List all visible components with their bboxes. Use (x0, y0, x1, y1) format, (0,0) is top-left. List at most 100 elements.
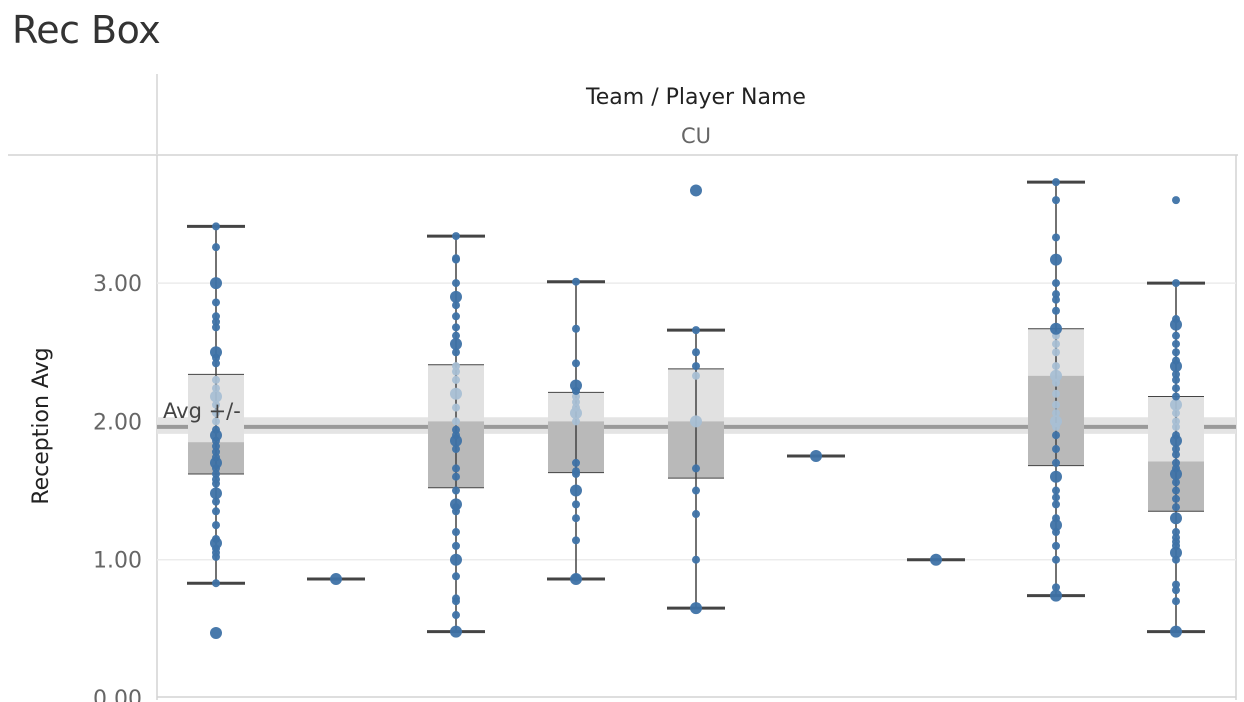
data-point (1052, 431, 1060, 440)
data-point (1052, 295, 1060, 304)
data-point (212, 243, 220, 252)
data-point (692, 464, 700, 473)
data-point (1172, 528, 1180, 537)
data-point (210, 487, 222, 500)
data-point (452, 254, 460, 263)
data-point (452, 375, 460, 384)
data-point (212, 400, 220, 409)
data-point (452, 464, 460, 473)
data-point (212, 507, 220, 516)
data-point (212, 409, 220, 418)
data-point (212, 312, 220, 321)
data-point (452, 403, 460, 412)
data-point (452, 611, 460, 620)
data-point (1052, 306, 1060, 315)
data-point (452, 431, 460, 440)
data-point (450, 290, 462, 303)
data-point (452, 425, 460, 434)
data-point (692, 371, 700, 380)
data-point (1052, 400, 1060, 409)
data-point (1172, 417, 1180, 426)
data-point (1172, 315, 1180, 324)
data-point (452, 594, 460, 603)
data-point (1172, 486, 1180, 495)
data-point (1172, 348, 1180, 357)
data-point (452, 362, 460, 371)
data-point (1052, 233, 1060, 242)
data-point (572, 417, 580, 426)
data-point (570, 484, 582, 497)
data-point (330, 573, 342, 586)
data-point (450, 387, 462, 400)
data-point (1052, 178, 1060, 187)
data-point (1172, 586, 1180, 595)
data-point (692, 326, 700, 335)
data-point (212, 317, 220, 326)
data-point (1052, 458, 1060, 467)
data-point (212, 425, 220, 434)
data-point (1052, 555, 1060, 564)
y-tick-label: 1.00 (93, 549, 142, 574)
header-column-label: CU (681, 124, 711, 148)
header-title: Team / Player Name (585, 85, 806, 110)
y-tick-label: 3.00 (93, 272, 142, 297)
data-point (1172, 597, 1180, 606)
data-point (572, 398, 580, 407)
data-point (692, 362, 700, 371)
data-point (452, 348, 460, 357)
data-point (212, 298, 220, 307)
data-point (810, 449, 822, 462)
data-point (452, 528, 460, 537)
data-point (212, 579, 220, 588)
data-point (1052, 196, 1060, 205)
data-point (1170, 546, 1182, 559)
data-point (212, 475, 220, 484)
data-point (572, 536, 580, 545)
data-point (572, 277, 580, 286)
data-point (450, 625, 462, 638)
data-point (452, 486, 460, 495)
data-point (572, 324, 580, 333)
boxes (187, 180, 1205, 634)
data-point (450, 498, 462, 511)
data-point (210, 626, 222, 639)
data-point (1172, 580, 1180, 589)
data-point (1052, 514, 1060, 523)
data-point (212, 469, 220, 478)
reference-line-label: Avg +/- (163, 399, 241, 423)
data-point (692, 555, 700, 564)
data-point (452, 331, 460, 340)
data-point (1050, 470, 1062, 483)
data-point (1172, 431, 1180, 440)
data-point (572, 458, 580, 467)
data-point (1052, 445, 1060, 454)
data-point (212, 323, 220, 332)
data-point (572, 359, 580, 368)
data-point (570, 379, 582, 392)
data-point (212, 521, 220, 530)
data-point (572, 403, 580, 412)
data-point (1172, 339, 1180, 348)
data-point (212, 375, 220, 384)
y-tick-label: 2.00 (93, 410, 142, 435)
data-point (1172, 458, 1180, 467)
data-point (1172, 450, 1180, 459)
data-point (212, 384, 220, 393)
data-point (1172, 331, 1180, 340)
data-point (572, 573, 580, 582)
data-point (452, 541, 460, 550)
data-point (692, 486, 700, 495)
data-point (1170, 512, 1182, 525)
data-point (1050, 322, 1062, 335)
data-point (572, 514, 580, 523)
data-point (1172, 392, 1180, 401)
data-point (1050, 253, 1062, 266)
data-point (452, 367, 460, 376)
data-point (212, 417, 220, 426)
data-point (452, 301, 460, 310)
data-point (1172, 478, 1180, 487)
data-point (1172, 196, 1180, 205)
data-point (1052, 362, 1060, 371)
data-point (452, 472, 460, 481)
